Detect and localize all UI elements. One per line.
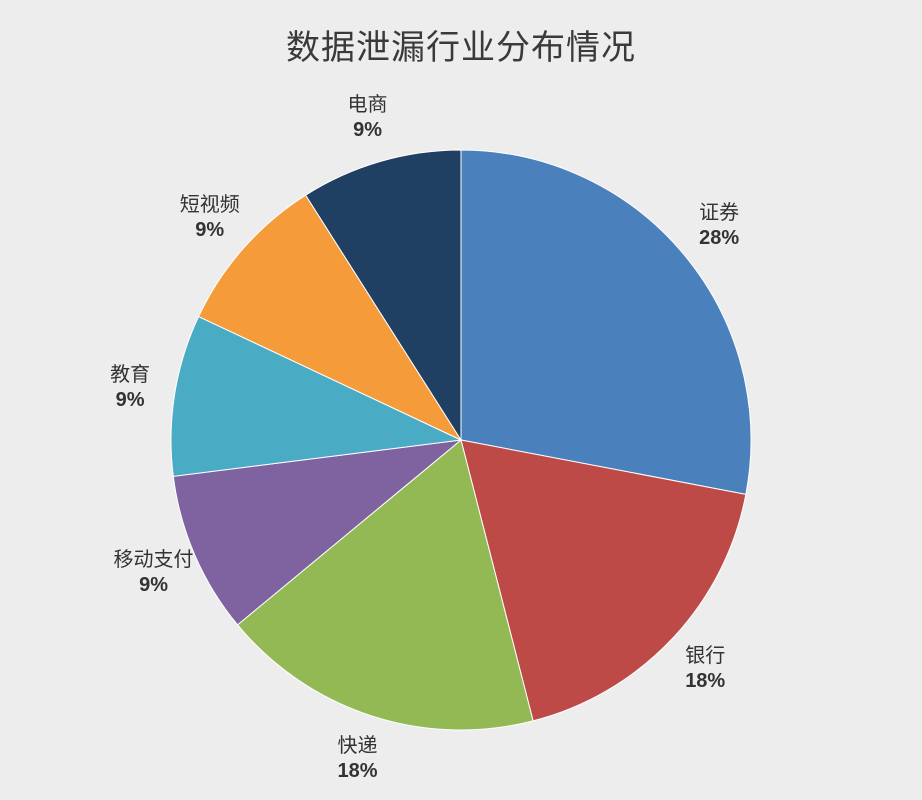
slice-label-percent: 9%	[348, 118, 388, 143]
slice-label-name: 快递	[337, 734, 377, 759]
slice-label-name: 短视频	[180, 193, 240, 218]
slice-label: 证券28%	[699, 201, 739, 251]
slice-label: 快递18%	[337, 734, 377, 784]
slice-label-name: 证券	[699, 201, 739, 226]
slice-label: 移动支付9%	[114, 548, 194, 598]
slice-label-percent: 9%	[180, 218, 240, 243]
pie-chart: 证券28%银行18%快递18%移动支付9%教育9%短视频9%电商9%	[0, 0, 922, 800]
slice-label-percent: 18%	[337, 759, 377, 784]
slice-label-percent: 18%	[685, 669, 725, 694]
slice-label-name: 教育	[110, 363, 150, 388]
slice-label: 教育9%	[110, 363, 150, 413]
slice-label-percent: 9%	[114, 573, 194, 598]
slice-label: 短视频9%	[180, 193, 240, 243]
slice-label-name: 银行	[685, 644, 725, 669]
slice-label-name: 电商	[348, 93, 388, 118]
slice-label-name: 移动支付	[114, 548, 194, 573]
slice-label: 电商9%	[348, 93, 388, 143]
slice-label-percent: 9%	[110, 388, 150, 413]
slice-label-percent: 28%	[699, 226, 739, 251]
slice-label: 银行18%	[685, 644, 725, 694]
